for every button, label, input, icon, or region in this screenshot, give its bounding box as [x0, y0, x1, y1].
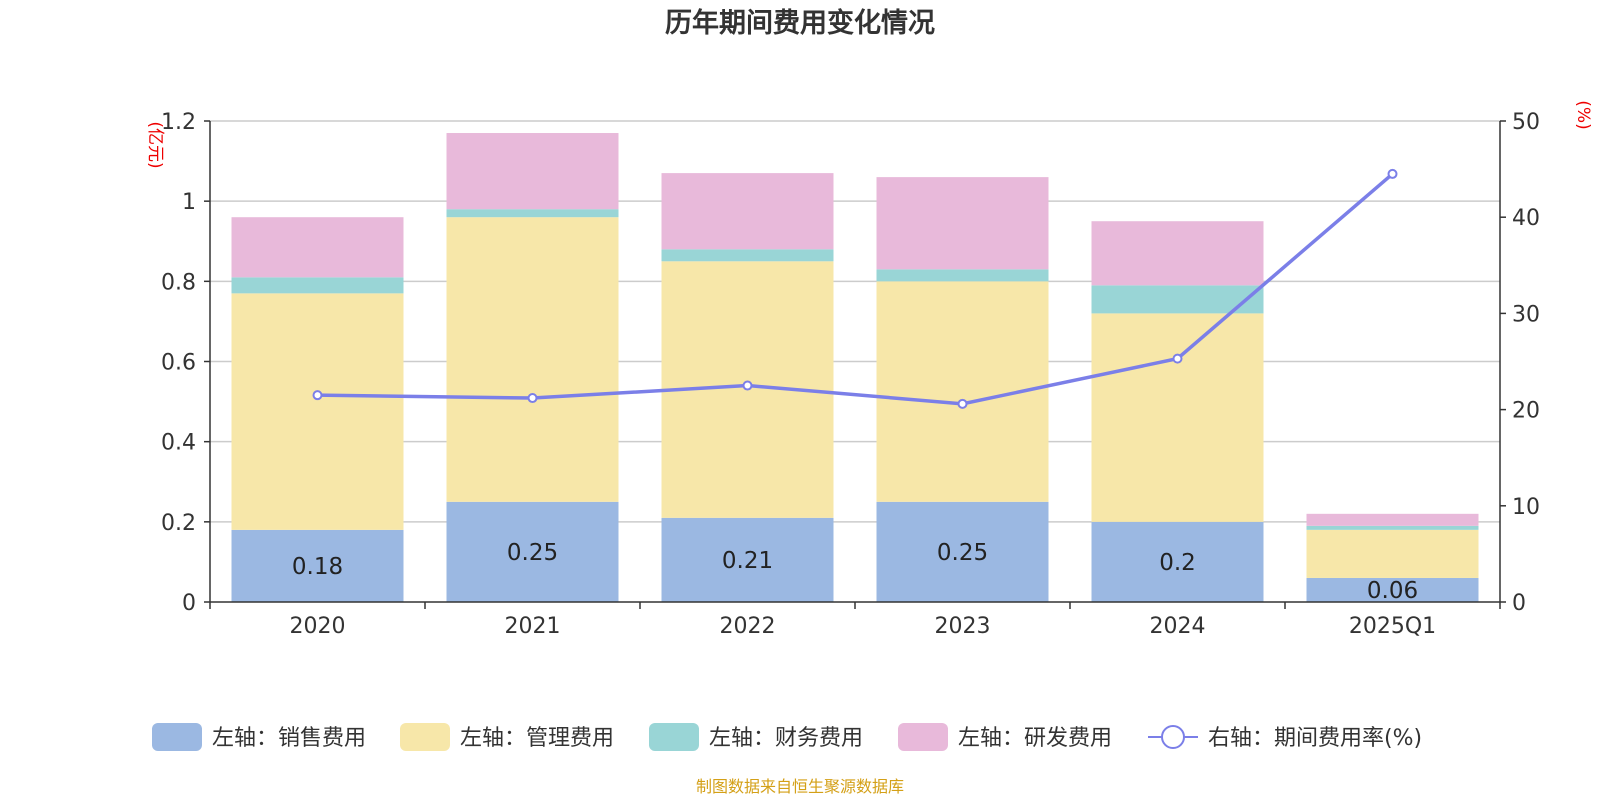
bar-data-label: 0.06	[1367, 578, 1418, 604]
right-axis-tick-label: 50	[1512, 110, 1540, 135]
bar-data-label: 0.2	[1159, 550, 1196, 576]
bar-segment[interactable]	[661, 249, 834, 262]
legend: 左轴：销售费用 左轴：管理费用 左轴：财务费用 左轴：研发费用 右轴：期间费用率(%)	[152, 723, 1422, 751]
bar-segment[interactable]	[1306, 513, 1479, 526]
right-axis-tick-label: 0	[1512, 591, 1526, 616]
bar-segment[interactable]	[1306, 525, 1479, 530]
bar-data-label: 0.25	[937, 540, 988, 566]
left-axis-tick-label: 1	[182, 190, 196, 215]
rate-line-group	[312, 168, 1398, 409]
rate-point[interactable]	[957, 398, 968, 409]
bar-segment[interactable]	[661, 173, 834, 250]
x-axis-tick-label: 2025Q1	[1349, 614, 1436, 639]
bar-segment[interactable]	[1306, 529, 1479, 578]
bar-segment[interactable]	[231, 277, 404, 294]
x-axis-tick-label: 2022	[720, 614, 776, 639]
bar-segment[interactable]	[446, 501, 619, 602]
source-note: 制图数据来自恒生聚源数据库	[696, 777, 904, 796]
bar-segment[interactable]	[231, 217, 404, 278]
left-axis-tick-label: 0.8	[161, 270, 196, 295]
legend-swatch[interactable]	[152, 723, 202, 751]
bar-segment[interactable]	[1091, 221, 1264, 286]
bar-segment[interactable]	[231, 529, 404, 602]
right-axis-tick-label: 20	[1512, 399, 1540, 424]
right-axis-tick-label: 10	[1512, 495, 1540, 520]
bar-segment[interactable]	[446, 217, 619, 502]
x-axis-tick-label: 2020	[290, 614, 346, 639]
left-axis-tick-label: 0.2	[161, 511, 196, 536]
left-axis-tick-label: 0.6	[161, 351, 196, 376]
legend-marker[interactable]	[1161, 725, 1185, 749]
rate-point[interactable]	[527, 393, 538, 404]
bar-segment[interactable]	[446, 209, 619, 218]
bar-segment[interactable]	[1091, 521, 1264, 602]
bar-segment[interactable]	[446, 133, 619, 210]
grid-lines	[210, 120, 1500, 523]
right-axis-unit: (%)	[1573, 100, 1593, 129]
legend-label[interactable]: 左轴：财务费用	[709, 726, 863, 751]
bars-group: 0.18 0.25 0.21 0.25 0.2 0.06	[231, 133, 1479, 604]
rate-line	[317, 172, 1394, 406]
legend-label[interactable]: 右轴：期间费用率(%)	[1208, 726, 1422, 751]
bar-data-label: 0.18	[292, 554, 343, 580]
legend-swatch[interactable]	[400, 723, 450, 751]
rate-point[interactable]	[742, 380, 753, 391]
bar-segment[interactable]	[661, 517, 834, 602]
bar-segment[interactable]	[1091, 313, 1264, 522]
legend-label[interactable]: 左轴：管理费用	[460, 726, 614, 751]
bar-segment[interactable]	[876, 177, 1049, 270]
bar-segment[interactable]	[876, 501, 1049, 602]
bar-segment[interactable]	[876, 269, 1049, 282]
x-axis-tick-label: 2024	[1150, 614, 1206, 639]
legend-label[interactable]: 左轴：研发费用	[958, 726, 1112, 751]
rate-point[interactable]	[1172, 353, 1183, 364]
x-axis-tick-label: 2021	[505, 614, 561, 639]
chart-title: 历年期间费用变化情况	[665, 7, 935, 39]
right-axis-tick-label: 40	[1512, 206, 1540, 231]
left-axis-tick-label: 0	[182, 591, 196, 616]
x-axis-tick-label: 2023	[935, 614, 991, 639]
legend-swatch[interactable]	[898, 723, 948, 751]
legend-label[interactable]: 左轴：销售费用	[212, 726, 366, 751]
rate-point[interactable]	[1387, 168, 1398, 179]
axes-group: 0 0.2 0.4 0.6 0.8 1 1.2 0 10 20 30 40 50 2020 2021 2022…	[161, 110, 1540, 639]
right-axis-tick-label: 30	[1512, 302, 1540, 327]
bar-segment[interactable]	[231, 293, 404, 530]
left-axis-tick-label: 0.4	[161, 431, 196, 456]
legend-swatch[interactable]	[649, 723, 699, 751]
rate-point[interactable]	[312, 390, 323, 401]
left-axis-unit: (亿元)	[145, 121, 165, 168]
bar-data-label: 0.21	[722, 548, 773, 574]
left-axis-tick-label: 1.2	[161, 110, 196, 135]
bar-segment[interactable]	[1306, 577, 1479, 602]
bar-data-label: 0.25	[507, 540, 558, 566]
